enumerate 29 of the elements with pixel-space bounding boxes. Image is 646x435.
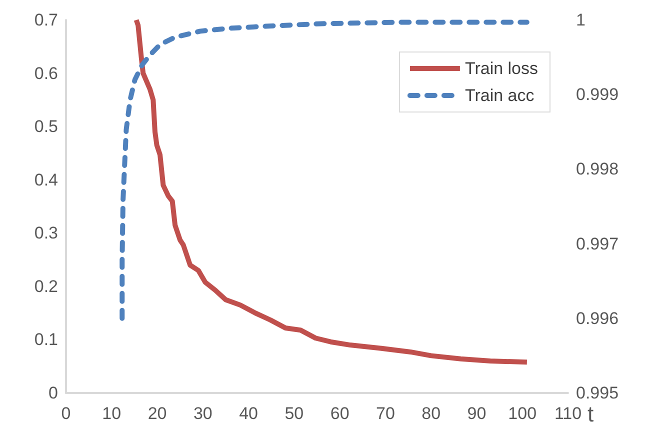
y-tick-label: 0.3 xyxy=(34,224,58,243)
legend-label: Train acc xyxy=(464,86,535,105)
y-tick-label: 0.2 xyxy=(34,276,58,296)
y-tick-label: 0.5 xyxy=(34,117,58,136)
y2-tick-label: 0.996 xyxy=(576,308,619,328)
x-tick-label: 10 xyxy=(102,404,122,423)
x-tick-label: 40 xyxy=(239,404,258,423)
y2-tick-label: 0.998 xyxy=(576,160,619,179)
y-tick-label: 0 xyxy=(48,384,58,402)
x-tick-label: 110 xyxy=(554,404,582,423)
x-tick-label: 30 xyxy=(193,404,212,423)
y2-tick-label: 0.997 xyxy=(576,234,619,254)
y-tick-label: 0.1 xyxy=(34,330,58,350)
x-tick-label: 50 xyxy=(284,404,304,423)
y2-tick-label: 0.999 xyxy=(576,85,619,104)
x-tick-label: 20 xyxy=(148,404,167,423)
x-tick-label: 0 xyxy=(61,404,71,423)
x-tick-label: 60 xyxy=(330,404,350,423)
x-axis-title: t xyxy=(587,402,594,426)
x-tick-label: 70 xyxy=(376,404,395,423)
y-tick-label: 0.6 xyxy=(34,64,58,83)
y2-tick-label: 1 xyxy=(576,10,586,30)
x-tick-label: 80 xyxy=(422,404,441,423)
x-tick-label: 100 xyxy=(508,404,537,423)
y2-tick-label: 0.995 xyxy=(576,384,619,402)
y-tick-label: 0.7 xyxy=(34,10,58,30)
legend-label: Train loss xyxy=(464,59,538,78)
y-tick-label: 0.4 xyxy=(34,170,58,190)
x-tick-label: 90 xyxy=(467,404,486,423)
